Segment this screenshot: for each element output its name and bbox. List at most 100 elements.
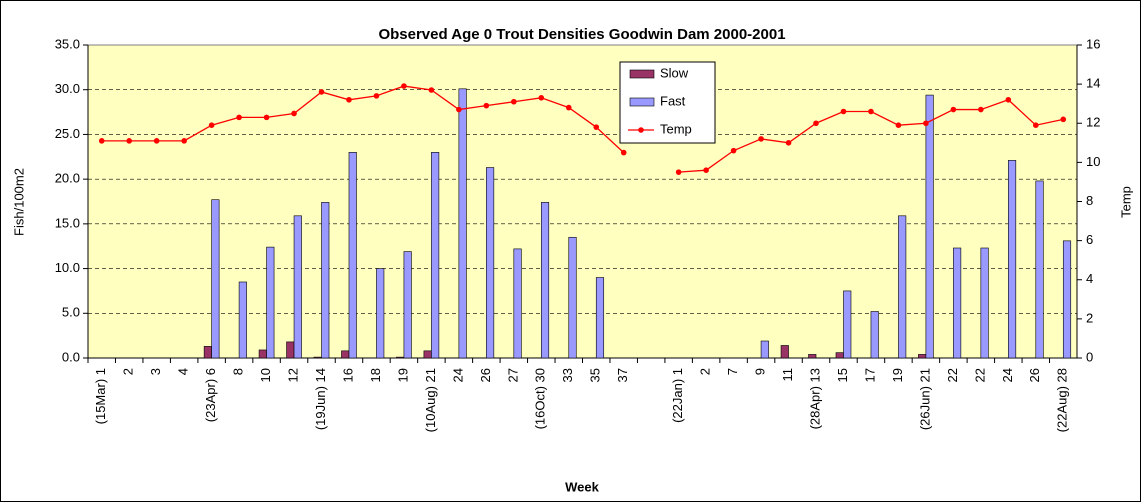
x-axis-label: Week <box>565 479 599 494</box>
x-tick-label: 18 <box>368 368 383 382</box>
temp-point <box>785 140 792 146</box>
bar <box>808 354 817 359</box>
temp-point <box>593 124 600 130</box>
legend-label: Temp <box>660 121 692 136</box>
x-tick-label: (22Jan) 1 <box>670 368 685 423</box>
y-tick-label: 0.0 <box>62 349 80 364</box>
bar <box>341 350 350 359</box>
x-tick-label: 15 <box>835 368 850 382</box>
bar <box>925 94 934 359</box>
bar <box>780 345 789 359</box>
x-tick-label: 10 <box>258 368 273 382</box>
temp-point <box>428 87 435 93</box>
bar <box>898 215 907 359</box>
x-tick-label: 26 <box>478 368 493 382</box>
legend-swatch <box>629 97 655 107</box>
x-tick-label: 16 <box>340 368 355 382</box>
temp-point <box>1005 96 1012 103</box>
bar <box>513 248 522 359</box>
bar <box>918 354 927 359</box>
bar <box>376 268 385 359</box>
bar <box>266 246 275 359</box>
bar <box>595 277 605 359</box>
x-tick-label: (19Jun) 14 <box>313 368 328 430</box>
y2-tick-label: 16 <box>1086 36 1100 51</box>
y-tick-label: 20.0 <box>55 171 80 186</box>
temp-point <box>346 96 352 103</box>
bar <box>293 215 302 359</box>
x-tick-label: 35 <box>588 368 603 382</box>
bar <box>203 346 212 359</box>
bar <box>403 251 412 359</box>
x-tick-label: 27 <box>505 368 520 382</box>
legend-swatch <box>629 69 655 79</box>
y2-tick-label: 4 <box>1086 271 1093 286</box>
temp-point <box>758 136 764 142</box>
x-tick-label: 11 <box>780 368 795 382</box>
temp-point <box>98 138 105 144</box>
y-tick-label: 10.0 <box>55 260 80 275</box>
temp-point <box>620 149 627 156</box>
temp-point <box>565 104 572 111</box>
y-tick-label: 30.0 <box>55 81 80 96</box>
x-tick-label: (15Mar) 1 <box>93 368 108 424</box>
x-tick-label: 24 <box>450 368 465 382</box>
x-tick-label: 8 <box>231 368 246 375</box>
temp-point <box>840 108 847 115</box>
legend-label: Slow <box>660 65 689 80</box>
chart-title: Observed Age 0 Trout Densities Goodwin D… <box>378 26 785 43</box>
temp-point <box>1060 116 1067 123</box>
x-tick-label: 2 <box>698 368 713 375</box>
x-tick-label: (23Apr) 6 <box>203 368 218 422</box>
bar <box>953 247 962 359</box>
temp-point <box>511 98 517 105</box>
y2-tick-label: 10 <box>1086 154 1100 169</box>
bar <box>1035 180 1044 359</box>
x-tick-label: 22 <box>945 368 960 382</box>
bar <box>835 352 844 359</box>
x-tick-label: 33 <box>560 368 575 382</box>
bar <box>1062 240 1072 359</box>
x-tick-label: 37 <box>615 368 630 382</box>
x-tick-label: (22Aug) 28 <box>1055 368 1070 432</box>
temp-point <box>868 108 874 115</box>
bar <box>238 281 247 359</box>
temp-point <box>813 120 819 127</box>
x-tick-label: 26 <box>1027 368 1042 382</box>
bar <box>211 199 220 359</box>
bar <box>540 202 550 359</box>
bar <box>760 340 769 359</box>
temp-point <box>263 114 270 121</box>
x-tick-label: (10Aug) 21 <box>423 368 438 432</box>
temp-point <box>208 122 215 129</box>
x-tick-label: 4 <box>176 368 191 375</box>
bar <box>431 152 440 359</box>
x-tick-label: 19 <box>395 368 410 382</box>
temp-point <box>373 93 380 99</box>
bar <box>313 356 322 359</box>
bar <box>258 349 267 359</box>
temp-point <box>978 106 984 113</box>
temp-point <box>538 95 545 101</box>
temp-point <box>318 89 325 95</box>
bar <box>843 290 852 359</box>
y-axis-label: Fish/100m2 <box>11 168 26 236</box>
x-tick-label: 22 <box>972 368 987 382</box>
temp-point <box>401 83 407 89</box>
temp-point <box>456 106 462 113</box>
y2-tick-label: 6 <box>1086 232 1093 247</box>
bar <box>458 88 467 359</box>
y2-tick-label: 2 <box>1086 310 1093 325</box>
y2-tick-label: 14 <box>1086 76 1100 91</box>
temp-point <box>675 169 682 175</box>
bar <box>568 236 577 359</box>
temp-point <box>730 147 737 154</box>
x-tick-label: 24 <box>1000 368 1015 382</box>
plot-area <box>87 44 1078 359</box>
temp-point <box>236 114 242 121</box>
x-tick-label: 19 <box>890 368 905 382</box>
y2-tick-label: 12 <box>1086 115 1100 130</box>
x-tick-label: 7 <box>725 368 740 375</box>
y-tick-label: 5.0 <box>62 305 80 320</box>
